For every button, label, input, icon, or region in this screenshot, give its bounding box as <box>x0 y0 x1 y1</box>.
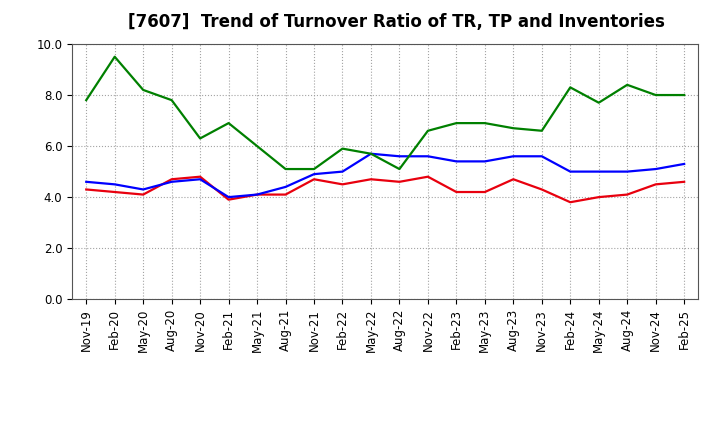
Legend: Trade Receivables, Trade Payables, Inventories: Trade Receivables, Trade Payables, Inven… <box>145 439 625 440</box>
Trade Receivables <box>139 192 148 197</box>
Inventories <box>310 166 318 172</box>
Trade Payables <box>652 166 660 172</box>
Trade Receivables <box>366 176 375 182</box>
Trade Payables <box>423 154 432 159</box>
Inventories <box>623 82 631 88</box>
Trade Payables <box>310 172 318 177</box>
Trade Receivables <box>253 192 261 197</box>
Trade Payables <box>139 187 148 192</box>
Trade Payables <box>196 176 204 182</box>
Trade Receivables <box>537 187 546 192</box>
Trade Payables <box>366 151 375 156</box>
Trade Receivables <box>623 192 631 197</box>
Trade Receivables <box>680 179 688 184</box>
Trade Payables <box>338 169 347 174</box>
Inventories <box>452 121 461 126</box>
Line: Trade Payables: Trade Payables <box>86 154 684 197</box>
Inventories <box>595 100 603 105</box>
Inventories <box>139 87 148 92</box>
Trade Payables <box>595 169 603 174</box>
Trade Payables <box>566 169 575 174</box>
Text: [7607]  Trend of Turnover Ratio of TR, TP and Inventories: [7607] Trend of Turnover Ratio of TR, TP… <box>127 13 665 31</box>
Trade Receivables <box>652 182 660 187</box>
Trade Payables <box>509 154 518 159</box>
Trade Receivables <box>196 174 204 180</box>
Inventories <box>196 136 204 141</box>
Trade Payables <box>623 169 631 174</box>
Inventories <box>480 121 489 126</box>
Trade Payables <box>395 154 404 159</box>
Trade Payables <box>537 154 546 159</box>
Trade Payables <box>480 159 489 164</box>
Trade Payables <box>253 192 261 197</box>
Trade Receivables <box>509 176 518 182</box>
Inventories <box>253 143 261 149</box>
Trade Receivables <box>282 192 290 197</box>
Trade Payables <box>82 179 91 184</box>
Line: Trade Receivables: Trade Receivables <box>86 177 684 202</box>
Inventories <box>282 166 290 172</box>
Trade Receivables <box>395 179 404 184</box>
Trade Payables <box>452 159 461 164</box>
Trade Receivables <box>480 189 489 194</box>
Trade Receivables <box>225 197 233 202</box>
Trade Receivables <box>310 176 318 182</box>
Inventories <box>537 128 546 133</box>
Trade Receivables <box>338 182 347 187</box>
Trade Receivables <box>423 174 432 180</box>
Inventories <box>167 98 176 103</box>
Line: Inventories: Inventories <box>86 57 684 169</box>
Inventories <box>423 128 432 133</box>
Inventories <box>652 92 660 98</box>
Trade Payables <box>225 194 233 200</box>
Inventories <box>82 98 91 103</box>
Inventories <box>566 85 575 90</box>
Trade Receivables <box>167 176 176 182</box>
Inventories <box>680 92 688 98</box>
Trade Receivables <box>566 200 575 205</box>
Inventories <box>225 121 233 126</box>
Inventories <box>509 125 518 131</box>
Trade Payables <box>167 179 176 184</box>
Trade Payables <box>110 182 119 187</box>
Trade Receivables <box>82 187 91 192</box>
Inventories <box>366 151 375 156</box>
Inventories <box>110 54 119 59</box>
Trade Receivables <box>452 189 461 194</box>
Trade Receivables <box>595 194 603 200</box>
Trade Receivables <box>110 189 119 194</box>
Inventories <box>395 166 404 172</box>
Trade Payables <box>282 184 290 190</box>
Inventories <box>338 146 347 151</box>
Trade Payables <box>680 161 688 167</box>
